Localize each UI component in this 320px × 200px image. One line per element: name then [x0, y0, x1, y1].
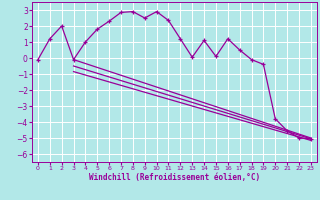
X-axis label: Windchill (Refroidissement éolien,°C): Windchill (Refroidissement éolien,°C) — [89, 173, 260, 182]
